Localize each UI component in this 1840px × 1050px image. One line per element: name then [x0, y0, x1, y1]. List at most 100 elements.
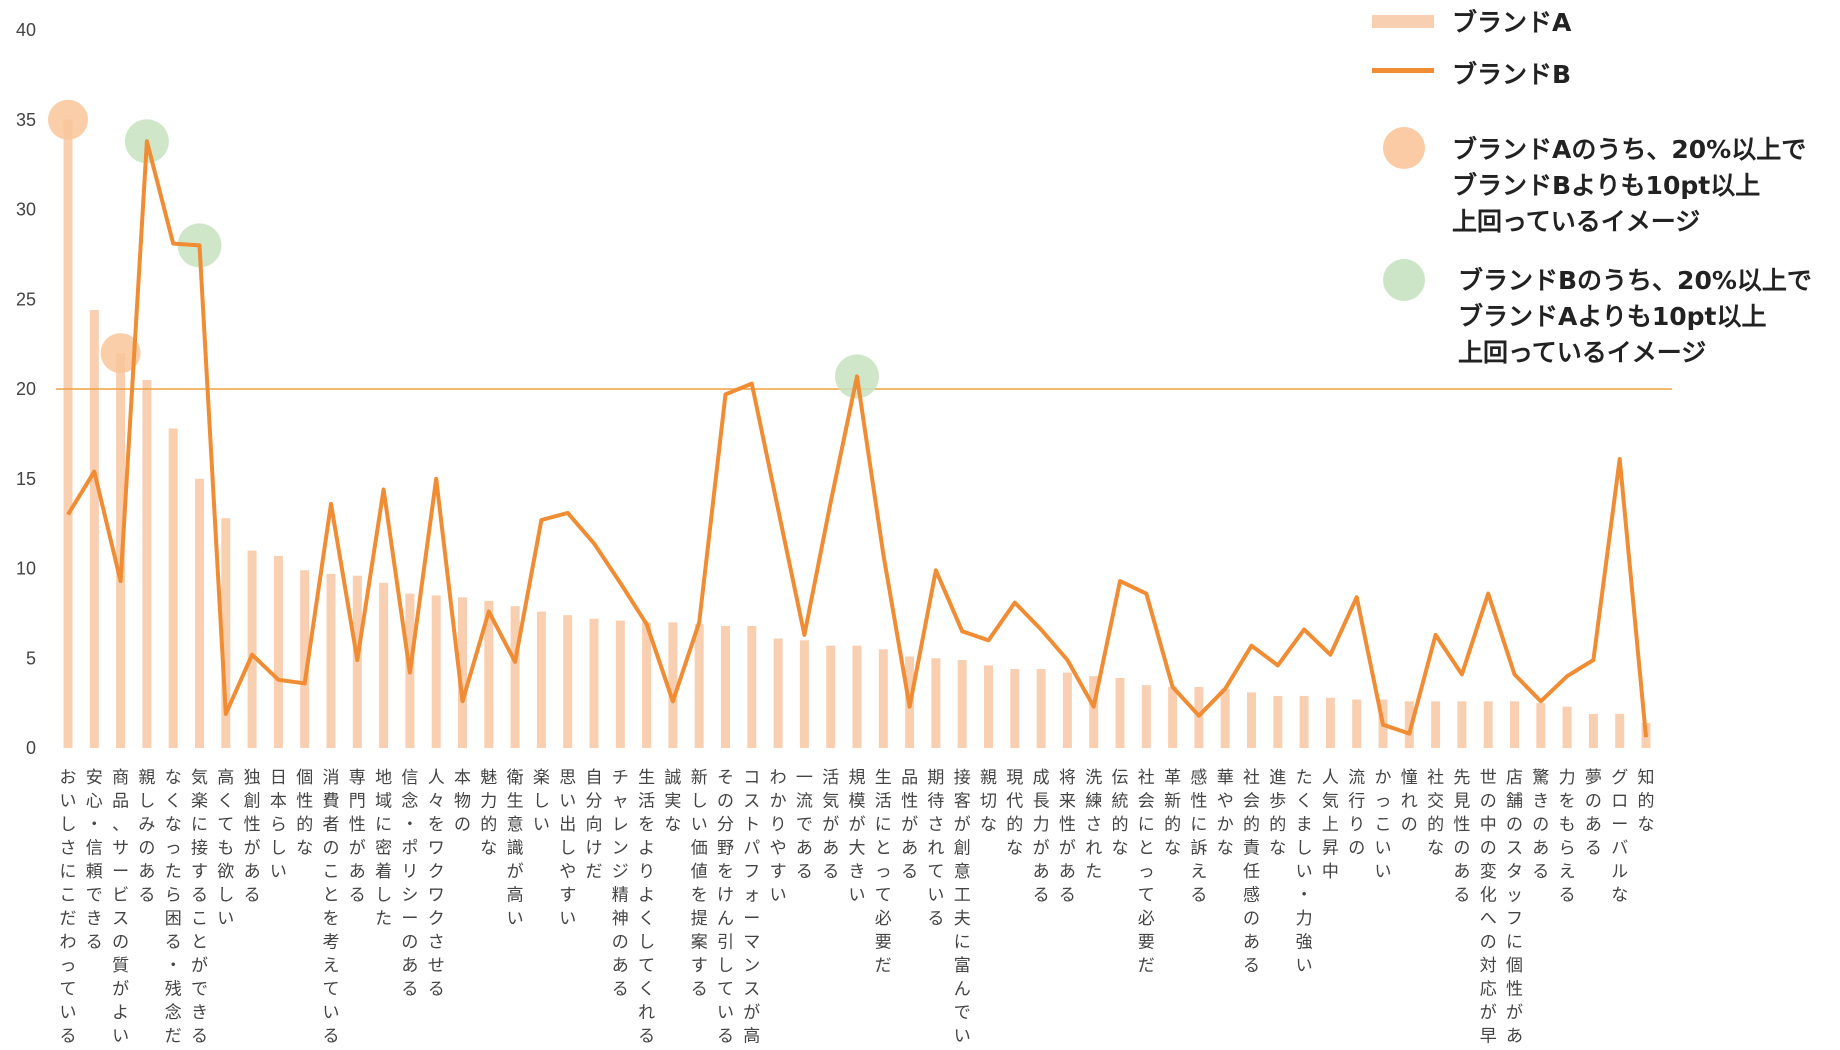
x-category-char: え: [1190, 862, 1207, 882]
x-category-char: 性: [1453, 815, 1470, 835]
x-category-char: 性: [244, 815, 261, 835]
x-category-char: 歩: [1269, 792, 1286, 812]
x-category-label: 店舗のスタッフに個性がある: [1506, 768, 1523, 1047]
x-category-char: あ: [1506, 1027, 1523, 1047]
bar: [852, 645, 862, 748]
x-category-char: れ: [638, 1003, 655, 1023]
x-category-char: ー: [1611, 815, 1628, 835]
x-category-char: 考: [323, 933, 340, 953]
x-category-char: 将: [1059, 768, 1076, 788]
x-category-char: あ: [1453, 862, 1470, 882]
x-category-char: こ: [191, 909, 208, 929]
x-category-char: い: [1375, 839, 1392, 859]
x-category-char: コ: [743, 768, 760, 788]
bar: [1299, 695, 1309, 748]
x-category-char: く: [1296, 792, 1313, 812]
x-category-char: お: [60, 768, 77, 788]
x-category-char: が: [1480, 1003, 1497, 1023]
x-category-char: 々: [428, 792, 445, 812]
x-category-char: て: [638, 956, 655, 976]
x-category-char: 地: [375, 768, 392, 788]
x-category-char: し: [375, 886, 392, 906]
x-category-char: 感: [1243, 886, 1260, 906]
x-category-char: 早: [1480, 1027, 1497, 1047]
x-category-char: 中: [1480, 815, 1497, 835]
x-category-char: わ: [770, 768, 787, 788]
x-category-char: 洗: [1085, 768, 1102, 788]
x-category-char: 域: [375, 792, 392, 812]
highlight-circle-orange: [100, 333, 141, 374]
x-category-char: 性: [349, 815, 366, 835]
x-category-char: 応: [1480, 980, 1497, 1000]
x-category-char: っ: [165, 839, 182, 859]
x-category-char: 上: [1322, 815, 1339, 835]
x-category-char: ン: [612, 839, 629, 859]
x-category-label: 世の中の変化への対応が早い: [1480, 768, 1497, 1047]
bar: [89, 310, 99, 748]
x-category-char: よ: [112, 1003, 129, 1023]
x-category-char: る: [60, 1027, 77, 1047]
x-category-char: だ: [60, 909, 77, 929]
x-category-char: 的: [1243, 815, 1260, 835]
x-category-char: ら: [165, 886, 182, 906]
x-category-char: 会: [1243, 792, 1260, 812]
legend-label-orange-highlight: ブランドAのうち、20%以上で: [1452, 135, 1806, 164]
x-category-char: 的: [1112, 815, 1129, 835]
bar: [1510, 701, 1519, 748]
x-category-char: の: [1585, 792, 1602, 812]
x-category-char: が: [822, 815, 839, 835]
x-category-char: 会: [1138, 792, 1155, 812]
x-category-char: る: [349, 886, 366, 906]
x-category-char: へ: [1480, 909, 1497, 929]
x-category-char: な: [1006, 839, 1023, 859]
x-category-char: に: [1138, 815, 1155, 835]
x-category-char: く: [638, 909, 655, 929]
x-category-char: 念: [165, 1002, 182, 1023]
x-category-char: 責: [1243, 839, 1260, 859]
x-category-char: て: [875, 886, 892, 906]
x-category-char: て: [60, 980, 77, 1000]
x-category-char: る: [323, 1027, 340, 1047]
x-category-char: 分: [717, 815, 734, 835]
x-category-char: り: [638, 862, 655, 882]
bar: [300, 570, 310, 748]
x-category-char: 生: [507, 792, 524, 812]
x-category-char: 高: [507, 886, 524, 906]
legend-label-orange-highlight: 上回っているイメージ: [1452, 207, 1700, 236]
bar: [1115, 677, 1125, 748]
x-category-char: 流: [1348, 768, 1365, 788]
brand-a-bars: [63, 119, 1651, 748]
x-category-char: 引: [717, 933, 734, 953]
x-category-char: 困: [165, 909, 182, 929]
x-category-char: で: [796, 815, 813, 835]
x-category-char: ャ: [612, 792, 629, 812]
x-category-char: 必: [1138, 909, 1155, 929]
x-category-char: い: [717, 1003, 734, 1023]
x-category-char: 客: [954, 792, 971, 812]
x-category-char: て: [323, 980, 340, 1000]
x-category-char: 接: [191, 839, 208, 859]
x-category-char: 商: [112, 768, 129, 788]
x-category-char: な: [165, 815, 182, 835]
x-category-char: 新: [691, 768, 708, 788]
x-category-char: っ: [1138, 862, 1155, 882]
x-category-char: 活: [875, 792, 892, 812]
bar: [1483, 701, 1493, 748]
x-category-char: な: [1611, 886, 1628, 906]
x-category-char: の: [1532, 815, 1549, 835]
legend-green-circle: [1383, 259, 1425, 301]
x-category-char: る: [1453, 886, 1470, 906]
x-category-char: 力: [480, 792, 497, 812]
x-category-char: 衛: [507, 768, 524, 788]
x-category-char: し: [270, 839, 287, 859]
x-category-char: と: [1138, 839, 1155, 859]
